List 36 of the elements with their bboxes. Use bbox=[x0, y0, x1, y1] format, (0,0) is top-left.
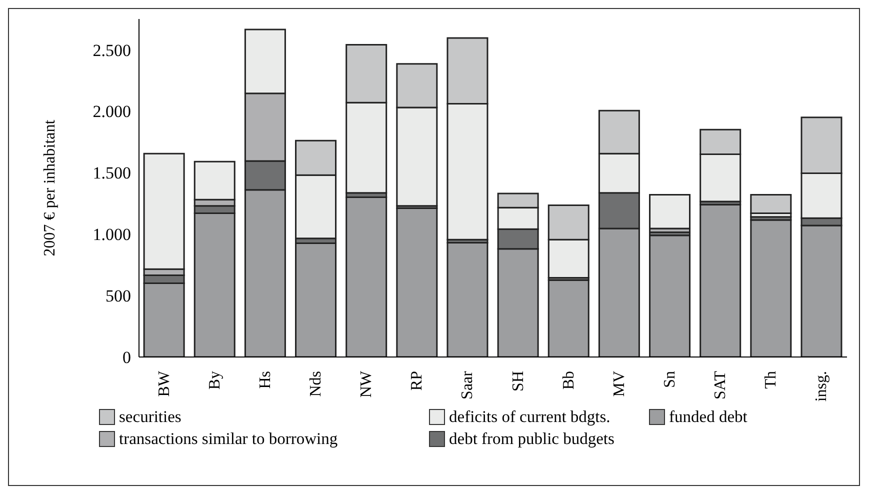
x-tick-label: Saar bbox=[459, 370, 476, 400]
legend-label: securities bbox=[119, 407, 182, 427]
x-tick-label: SH bbox=[510, 370, 527, 392]
x-tick-label: Bb bbox=[560, 371, 578, 390]
y-axis-title: 2007 € per inhabitant bbox=[42, 119, 59, 256]
bar bbox=[446, 242, 488, 357]
x-tick-label: By bbox=[206, 371, 224, 390]
legend-label: deficits of current bdgts. bbox=[449, 407, 610, 427]
x-tick-label: Hs bbox=[256, 371, 274, 389]
x-tick-label: RP bbox=[408, 370, 426, 391]
bar bbox=[396, 208, 438, 357]
y-tick-label: 0 bbox=[122, 348, 131, 368]
bar bbox=[649, 194, 691, 230]
x-tick-label: Th bbox=[762, 371, 780, 389]
x-tick-label: NW bbox=[358, 370, 376, 398]
bar bbox=[548, 279, 590, 357]
bar bbox=[750, 219, 792, 357]
bar bbox=[295, 242, 337, 357]
x-tick-label: Nds bbox=[308, 371, 324, 397]
bar bbox=[649, 234, 691, 357]
y-tick-label: 1.500 bbox=[92, 164, 131, 183]
y-tick-label: 500 bbox=[106, 286, 131, 306]
x-tick-label: MV bbox=[610, 370, 628, 397]
legend-label: debt from public budgets bbox=[449, 429, 614, 449]
bar bbox=[700, 204, 742, 357]
x-tick-label: SAT bbox=[712, 370, 730, 400]
x-tick-label: insg. bbox=[813, 371, 830, 402]
x-tick-label: Sn bbox=[662, 371, 678, 388]
y-tick-label: 2.000 bbox=[92, 102, 131, 122]
bar bbox=[750, 194, 792, 214]
bar bbox=[346, 196, 388, 357]
x-tick-label: BW bbox=[156, 370, 173, 397]
y-tick-label: 1.000 bbox=[92, 225, 131, 244]
legend-label: funded debt bbox=[669, 407, 748, 427]
y-tick-label: 2.500 bbox=[92, 40, 131, 60]
legend-label: transactions similar to borrowing bbox=[119, 429, 338, 449]
